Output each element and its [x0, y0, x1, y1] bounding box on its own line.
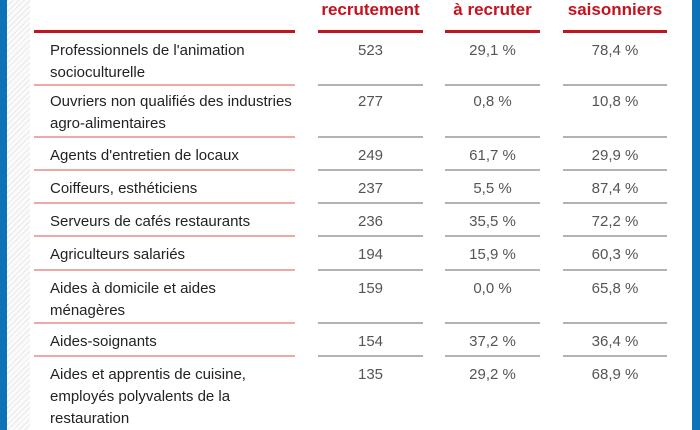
table-row: Ouvriers non qualifiés des industries ag… — [34, 84, 667, 138]
column-gap — [423, 0, 445, 33]
cell-saisonniers: 65,8 % — [563, 271, 667, 324]
row-label: Aides à domicile et aides ménagères — [34, 271, 295, 324]
row-label: Coiffeurs, esthéticiens — [34, 171, 295, 204]
column-gap — [423, 237, 445, 271]
column-gap — [295, 271, 318, 324]
column-gap — [295, 0, 318, 33]
table-row: Serveurs de cafés restaurants 236 35,5 %… — [34, 204, 667, 237]
column-gap — [423, 271, 445, 324]
cell-a-recruter: 0,0 % — [445, 271, 540, 324]
cell-saisonniers: 10,8 % — [563, 84, 667, 138]
column-header-saisonniers: saisonniers — [563, 0, 667, 33]
data-table: recrutement à recruter saisonniers Profe… — [34, 0, 667, 430]
cell-saisonniers: 36,4 % — [563, 324, 667, 357]
table-row: Coiffeurs, esthéticiens 237 5,5 % 87,4 % — [34, 171, 667, 204]
cell-recrutement: 135 — [357, 366, 384, 383]
column-header-a-recruter: à recruter — [445, 0, 540, 33]
cell-saisonniers: 78,4 % — [563, 33, 667, 86]
column-gap — [540, 138, 563, 171]
column-gap — [540, 357, 563, 430]
row-label: Ouvriers non qualifiés des industries ag… — [34, 84, 295, 138]
cell-a-recruter: 29,2 % — [469, 366, 516, 383]
column-gap — [295, 237, 318, 271]
column-gap — [295, 33, 318, 86]
row-label: Professionnels de l'animation sociocultu… — [34, 33, 295, 86]
column-gap — [295, 357, 318, 430]
column-gap — [423, 138, 445, 171]
cell-a-recruter: 37,2 % — [445, 324, 540, 357]
column-gap — [295, 171, 318, 204]
header-row: recrutement à recruter saisonniers — [34, 0, 667, 33]
left-accent-bar — [0, 0, 7, 430]
column-gap — [423, 204, 445, 237]
table-row: Agents d'entretien de locaux 249 61,7 % … — [34, 138, 667, 171]
cell-saisonniers: 29,9 % — [563, 138, 667, 171]
cell-saisonniers: 68,9 % — [591, 366, 639, 383]
column-gap — [423, 33, 445, 86]
cell-recrutement: 194 — [318, 237, 423, 271]
table-row: Aides-soignants 154 37,2 % 36,4 % — [34, 324, 667, 357]
row-label: Serveurs de cafés restaurants — [34, 204, 295, 237]
table-row: Aides à domicile et aides ménagères 159 … — [34, 271, 667, 324]
cell-a-recruter: 35,5 % — [445, 204, 540, 237]
column-gap — [423, 84, 445, 138]
row-label: Agents d'entretien de locaux — [34, 138, 295, 171]
column-gap — [540, 324, 563, 357]
column-gap — [540, 0, 563, 33]
column-gap — [540, 33, 563, 86]
table-row: Professionnels de l'animation sociocultu… — [34, 33, 667, 86]
cell-saisonniers: 60,3 % — [563, 237, 667, 271]
row-label: Agriculteurs salariés — [34, 237, 295, 271]
column-gap — [295, 204, 318, 237]
cell-recrutement: 523 — [318, 33, 423, 86]
cell-saisonniers: 87,4 % — [563, 171, 667, 204]
column-header-label — [34, 0, 295, 33]
column-gap — [540, 171, 563, 204]
cell-a-recruter: 0,8 % — [445, 84, 540, 138]
column-gap — [540, 84, 563, 138]
cell-a-recruter: 15,9 % — [445, 237, 540, 271]
column-gap — [540, 237, 563, 271]
cell-recrutement: 236 — [318, 204, 423, 237]
cell-recrutement: 277 — [318, 84, 423, 138]
cell-a-recruter: 29,1 % — [445, 33, 540, 86]
column-gap — [295, 138, 318, 171]
row-label: Aides et apprentis de cuisine, employés … — [34, 357, 295, 430]
cell-recrutement: 237 — [318, 171, 423, 204]
column-gap — [540, 204, 563, 237]
cell-a-recruter: 61,7 % — [445, 138, 540, 171]
left-gutter-pattern — [7, 0, 30, 430]
cell-recrutement: 249 — [318, 138, 423, 171]
column-gap — [540, 271, 563, 324]
row-label: Aides-soignants — [34, 324, 295, 357]
cell-recrutement: 154 — [318, 324, 423, 357]
column-header-recrutement: recrutement — [318, 0, 423, 33]
column-gap — [295, 84, 318, 138]
right-accent-bar — [692, 0, 700, 430]
cell-recrutement: 159 — [318, 271, 423, 324]
cell-saisonniers: 72,2 % — [563, 204, 667, 237]
cell-a-recruter: 5,5 % — [445, 171, 540, 204]
table-row: Aides et apprentis de cuisine, employés … — [34, 357, 667, 430]
table-row: Agriculteurs salariés 194 15,9 % 60,3 % — [34, 237, 667, 271]
column-gap — [423, 171, 445, 204]
column-gap — [423, 357, 445, 430]
column-gap — [295, 324, 318, 357]
column-gap — [423, 324, 445, 357]
